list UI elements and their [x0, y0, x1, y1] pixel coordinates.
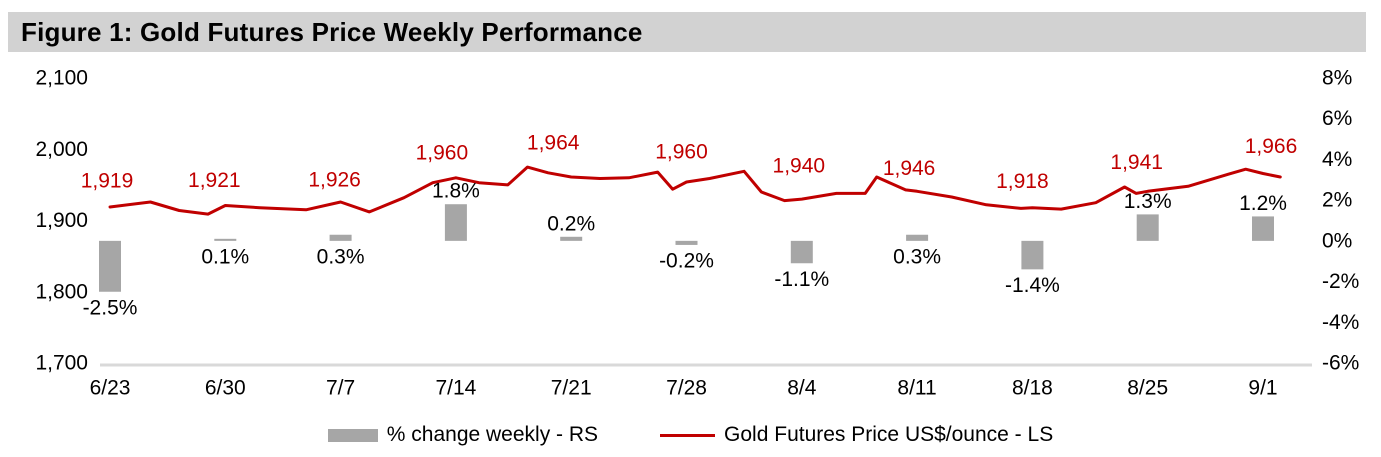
legend-label-gold-price: Gold Futures Price US$/ounce - LS: [724, 423, 1054, 446]
left-axis-tick: 2,000: [35, 138, 88, 161]
left-axis-tick: 1,800: [35, 280, 88, 303]
weekly-change-bar: [329, 234, 352, 241]
price-label: 1,919: [81, 169, 134, 192]
weekly-change-bar: [790, 240, 813, 264]
weekly-change-bar: [1021, 240, 1044, 270]
weekly-change-bar: [906, 234, 929, 241]
pct-change-label: -1.4%: [1005, 274, 1060, 297]
gold-price-line: [108, 165, 1282, 216]
bar-swatch-icon: [327, 428, 378, 442]
price-label: 1,960: [416, 141, 469, 164]
price-label: 1,921: [188, 169, 241, 192]
weekly-change-bar: [214, 238, 237, 241]
price-label: 1,964: [527, 131, 580, 154]
x-axis-tick: 8/4: [787, 377, 817, 400]
right-axis-tick: 6%: [1322, 107, 1352, 130]
pct-change-label: -0.2%: [659, 249, 714, 272]
right-axis-tick: 0%: [1322, 229, 1352, 252]
x-axis-tick: 8/18: [1012, 377, 1053, 400]
right-axis-tick: -6%: [1322, 352, 1359, 375]
figure-title: Figure 1: Gold Futures Price Weekly Perf…: [21, 16, 643, 47]
price-label: 1,946: [883, 157, 936, 180]
pct-change-label: 0.2%: [547, 212, 595, 235]
weekly-change-bar: [560, 236, 583, 241]
legend-item-gold-price: Gold Futures Price US$/ounce - LS: [660, 423, 1053, 447]
pct-change-label: 0.3%: [893, 245, 941, 268]
right-axis-tick: -2%: [1322, 270, 1359, 293]
x-axis-tick: 7/28: [666, 377, 707, 400]
left-axis-tick: 2,100: [35, 67, 88, 90]
pct-change-label: -1.1%: [774, 268, 829, 291]
legend-item-pct-change: % change weekly - RS: [327, 423, 599, 447]
pct-change-label: 0.3%: [317, 245, 365, 268]
pct-change-label: 1.3%: [1124, 190, 1172, 213]
left-axis-tick: 1,700: [35, 352, 88, 375]
x-axis-tick: 7/14: [435, 377, 476, 400]
pct-change-label: -2.5%: [83, 296, 138, 319]
x-axis-tick: 6/30: [205, 377, 246, 400]
x-axis-tick: 8/11: [897, 377, 936, 400]
weekly-change-bar: [1252, 216, 1274, 241]
pct-change-label: 1.8%: [432, 180, 480, 203]
price-label: 1,941: [1110, 151, 1163, 174]
chart-legend: % change weekly - RS Gold Futures Price …: [0, 423, 1381, 447]
price-label: 1,926: [308, 168, 361, 191]
weekly-change-bar: [99, 240, 121, 292]
x-axis-tick: 7/21: [551, 377, 592, 400]
x-axis-tick: 9/1: [1248, 377, 1277, 400]
weekly-change-bar: [675, 240, 698, 245]
x-axis-tick: 7/7: [326, 377, 355, 400]
x-axis-tick: 8/25: [1127, 377, 1168, 400]
pct-change-label: 0.1%: [201, 245, 249, 268]
weekly-change-bar: [1136, 214, 1159, 241]
price-label: 1,918: [996, 170, 1049, 193]
pct-change-label: 1.2%: [1239, 192, 1287, 215]
price-label: 1,960: [655, 140, 708, 163]
right-axis-tick: 8%: [1322, 67, 1352, 90]
right-axis-tick: 2%: [1322, 189, 1352, 212]
right-axis-tick: 4%: [1322, 148, 1352, 171]
line-swatch-icon: [660, 433, 716, 437]
price-label: 1,940: [773, 155, 826, 178]
price-label: 1,966: [1245, 135, 1298, 158]
right-axis-tick: -4%: [1322, 311, 1359, 334]
left-axis-tick: 1,900: [35, 209, 88, 232]
x-axis-tick: 6/23: [90, 377, 131, 400]
legend-label-pct-change: % change weekly - RS: [386, 423, 599, 446]
figure-title-bar: Figure 1: Gold Futures Price Weekly Perf…: [8, 12, 1366, 52]
weekly-change-bar: [444, 204, 467, 241]
